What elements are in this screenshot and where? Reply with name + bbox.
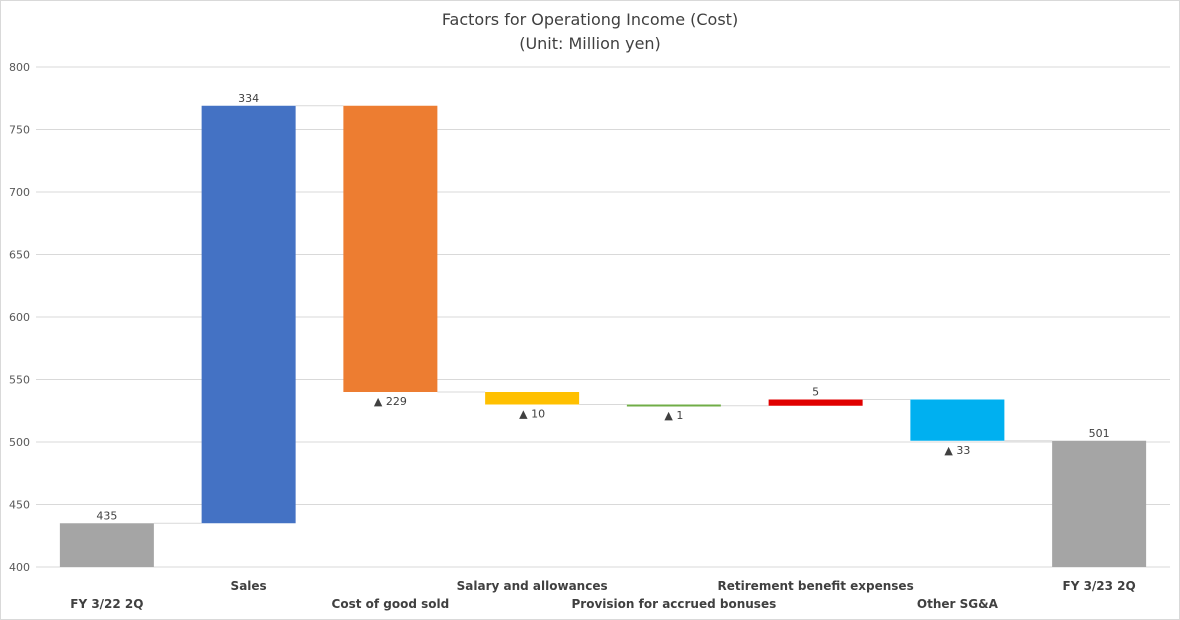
bar [201, 105, 296, 524]
data-label: 435 [96, 509, 117, 522]
y-tick-label: 650 [9, 249, 30, 262]
bar [343, 105, 438, 392]
bar [59, 523, 154, 567]
y-tick-label: 800 [9, 61, 30, 74]
category-label: FY 3/23 2Q [1063, 579, 1136, 593]
y-tick-label: 750 [9, 124, 30, 137]
category-label: Retirement benefit expenses [718, 579, 914, 593]
y-axis-ticks: 400 450 500 550 600 650 700 750 800 [9, 61, 30, 574]
y-tick-label: 600 [9, 311, 30, 324]
y-tick-label: 450 [9, 499, 30, 512]
bar [485, 392, 580, 405]
category-label: Other SG&A [917, 597, 999, 611]
bar [910, 399, 1005, 441]
chart-title: Factors for Operationg Income (Cost) [441, 10, 739, 29]
chart-subtitle: (Unit: Million yen) [519, 34, 661, 53]
category-label: Provision for accrued bonuses [572, 597, 777, 611]
bar [626, 404, 721, 407]
data-label: 501 [1089, 427, 1110, 440]
data-labels: 435 334 ▲ 229 ▲ 10 ▲ 1 5 ▲ 33 501 [96, 92, 1109, 523]
category-labels: FY 3/22 2Q Sales Cost of good sold Salary a… [70, 579, 1135, 611]
category-label: Cost of good sold [332, 597, 450, 611]
y-tick-label: 550 [9, 374, 30, 387]
data-label: 5 [812, 386, 819, 399]
y-tick-label: 700 [9, 186, 30, 199]
data-label: 334 [238, 92, 259, 105]
y-tick-label: 400 [9, 561, 30, 574]
y-tick-label: 500 [9, 436, 30, 449]
category-label: Sales [231, 579, 267, 593]
bar [1052, 440, 1147, 567]
category-label: Salary and allowances [457, 579, 608, 593]
data-label: ▲ 1 [664, 409, 683, 422]
connectors [153, 105, 1053, 524]
data-label: ▲ 229 [374, 395, 407, 408]
bars [59, 105, 1147, 567]
data-label: ▲ 33 [944, 444, 970, 457]
category-label: FY 3/22 2Q [70, 597, 143, 611]
bar [768, 399, 863, 406]
data-label: ▲ 10 [519, 408, 545, 421]
